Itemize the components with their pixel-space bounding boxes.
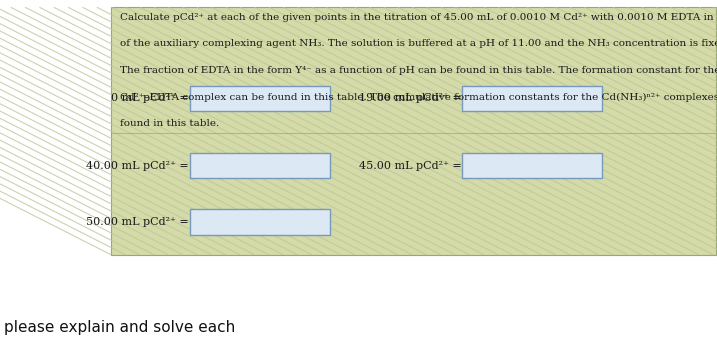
- Text: pCd²⁺ =: pCd²⁺ =: [143, 93, 189, 103]
- FancyBboxPatch shape: [462, 86, 602, 111]
- Text: 19.00 mL: 19.00 mL: [358, 93, 412, 103]
- Text: 45.00 mL: 45.00 mL: [358, 161, 412, 171]
- Text: 50.00 mL: 50.00 mL: [86, 217, 140, 227]
- Text: Cd²⁺–EDTA complex can be found in this table. The cumulative formation constants: Cd²⁺–EDTA complex can be found in this t…: [120, 92, 717, 102]
- Text: Calculate pCd²⁺ at each of the given points in the titration of 45.00 mL of 0.00: Calculate pCd²⁺ at each of the given poi…: [120, 13, 717, 22]
- FancyBboxPatch shape: [111, 7, 716, 255]
- Text: 0 mL: 0 mL: [111, 93, 140, 103]
- FancyBboxPatch shape: [190, 153, 330, 178]
- Text: The fraction of EDTA in the form Y⁴⁻ as a function of pH can be found in this ta: The fraction of EDTA in the form Y⁴⁻ as …: [120, 66, 717, 75]
- FancyBboxPatch shape: [190, 209, 330, 235]
- Text: pCd²⁺ =: pCd²⁺ =: [416, 93, 462, 103]
- Text: please explain and solve each: please explain and solve each: [4, 320, 235, 335]
- Text: of the auxiliary complexing agent NH₃. The solution is buffered at a pH of 11.00: of the auxiliary complexing agent NH₃. T…: [120, 39, 717, 48]
- FancyBboxPatch shape: [462, 153, 602, 178]
- Text: 40.00 mL: 40.00 mL: [86, 161, 140, 171]
- Text: pCd²⁺ =: pCd²⁺ =: [143, 217, 189, 227]
- Text: pCd²⁺ =: pCd²⁺ =: [416, 161, 462, 171]
- FancyBboxPatch shape: [190, 86, 330, 111]
- Text: found in this table.: found in this table.: [120, 119, 219, 128]
- Text: pCd²⁺ =: pCd²⁺ =: [143, 161, 189, 171]
